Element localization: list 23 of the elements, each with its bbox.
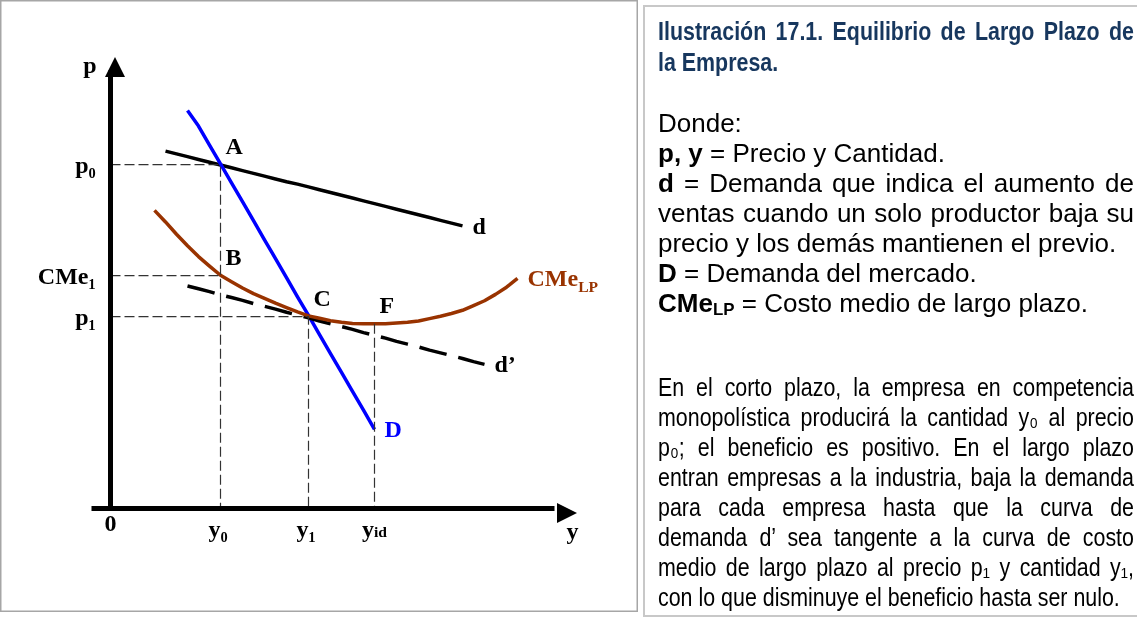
annotation: B [225,243,242,270]
annotation: A [225,132,244,159]
annotation: p₀ [75,151,96,178]
text: D = Demanda del mercado. [658,258,978,288]
x-tick-label: yid [361,515,388,542]
text: Ilustración 17.1. Equilibrio de Largo Plazo de la Empresa. [658,16,1134,78]
x-tick-label: 0 [104,509,117,536]
annotation: F [379,291,395,318]
text: p, y = Precio y Cantidad. [658,138,946,168]
text: Donde: [658,108,743,138]
text: CMe$_{LP}$ = Costo medio de largo plazo. [658,288,1089,320]
annotation: C [313,284,331,311]
annotation: CMe₁ [37,262,96,289]
annotation: p₁ [75,303,96,330]
x-tick-label: y₁ [296,515,316,542]
x-axis-title: y [566,517,579,544]
series-label: d [472,212,487,239]
series-label: d’ [494,351,516,378]
x-tick-label: y₀ [208,515,228,542]
text: d = Demanda que indica el aumento de ventas cuando un solo productor baja su precio y los demás mantienen el previo. [658,168,1134,258]
y-axis-title: p [83,51,97,78]
series-label: D [384,416,402,443]
text: En el corto plazo, la empresa en competencia monopolística producirá la cantidad y₀ al precio p₀; el beneficio es positivo. En el largo plazo entran empresas a la industria, baja la demanda para cada empresa hasta que la curva de demanda d’ sea tangente a la curva de costo medio de largo plazo al precio p₁ y cantidad y₁, con lo que disminuye el beneficio hasta ser nulo. [658,372,1134,612]
